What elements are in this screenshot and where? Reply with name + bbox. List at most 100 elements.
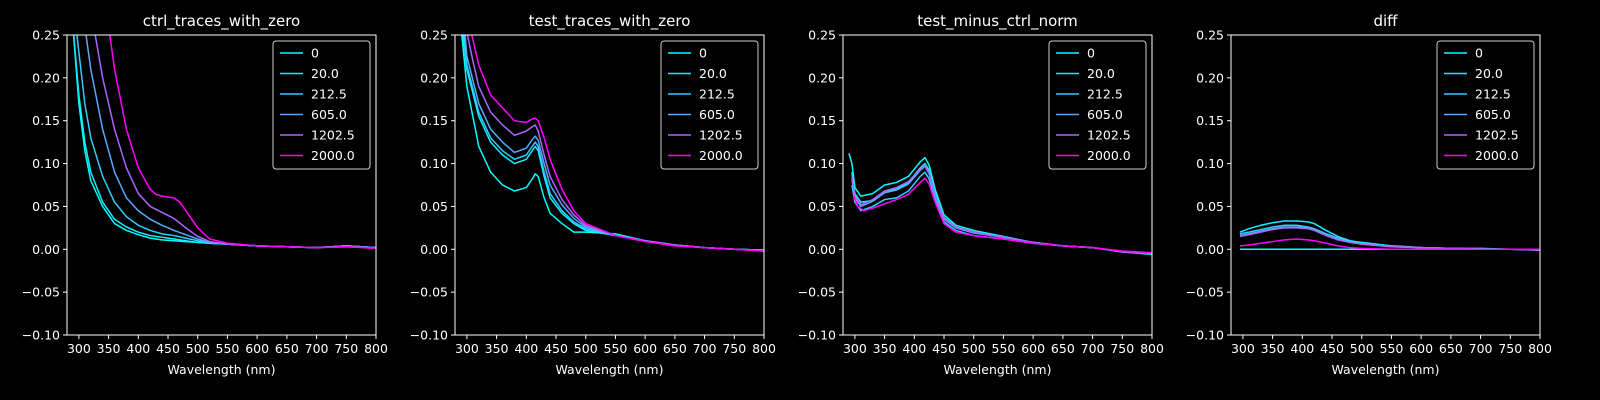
x-tick-label: 550 (216, 341, 240, 356)
legend-label-0: 0 (699, 46, 707, 61)
series-line-5 (853, 177, 1152, 254)
x-tick-label: 300 (843, 341, 867, 356)
y-tick-label: 0.10 (420, 156, 448, 171)
series-group (848, 153, 1152, 256)
chart-title: ctrl_traces_with_zero (143, 12, 300, 31)
legend-label-0: 0 (1087, 46, 1095, 61)
x-tick-label: 300 (67, 341, 91, 356)
legend-label-5: 2000.0 (699, 148, 743, 163)
legend-label-3: 605.0 (699, 107, 735, 122)
y-tick-label: −0.05 (1186, 285, 1224, 300)
x-tick-label: 450 (1320, 341, 1344, 356)
series-group (72, 35, 376, 250)
x-tick-label: 400 (126, 341, 150, 356)
y-tick-label: 0.05 (1196, 199, 1224, 214)
legend-label-5: 2000.0 (311, 148, 355, 163)
y-tick-label: 0.00 (1196, 242, 1224, 257)
x-axis-label: Wavelength (nm) (944, 362, 1052, 377)
legend-label-1: 20.0 (1087, 66, 1115, 81)
legend-label-1: 20.0 (1475, 66, 1503, 81)
legend-label-0: 0 (1475, 46, 1483, 61)
legend-label-5: 2000.0 (1087, 148, 1131, 163)
legend-label-1: 20.0 (699, 66, 727, 81)
axes-frame (66, 34, 377, 336)
legend-label-3: 605.0 (1087, 107, 1123, 122)
x-tick-label: 550 (604, 341, 628, 356)
x-tick-label: 300 (1231, 341, 1255, 356)
legend-label-4: 1202.5 (1475, 128, 1519, 143)
legend-label-4: 1202.5 (699, 128, 743, 143)
y-tick-label: 0.20 (1196, 70, 1224, 85)
y-tick-label: 0.15 (1196, 113, 1224, 128)
x-tick-label: 800 (752, 341, 776, 356)
series-line-4 (851, 164, 1152, 255)
x-tick-label: 700 (1081, 341, 1105, 356)
y-tick-label: −0.05 (798, 285, 836, 300)
x-tick-label: 450 (932, 341, 956, 356)
y-tick-label: −0.10 (410, 328, 448, 343)
y-tick-label: 0.00 (32, 242, 60, 257)
series-line-3 (851, 165, 1152, 255)
legend-label-2: 212.5 (311, 87, 347, 102)
legend: 0 20.0 212.5 605.0 1202.5 2000.0 (1436, 40, 1535, 170)
x-tick-label: 700 (305, 341, 329, 356)
x-tick-label: 600 (1021, 341, 1045, 356)
x-tick-label: 400 (514, 341, 538, 356)
legend-label-2: 212.5 (1475, 87, 1511, 102)
chart-panel-2: 300 350 400 450 500 550 600 650 700 750 800 −0.10 −0… (798, 12, 1164, 377)
x-axis-label: Wavelength (nm) (1332, 362, 1440, 377)
x-tick-label: 600 (1409, 341, 1433, 356)
series-line-5 (109, 35, 376, 250)
y-tick-label: 0.10 (1196, 156, 1224, 171)
legend: 0 20.0 212.5 605.0 1202.5 2000.0 (660, 40, 759, 170)
x-tick-label: 800 (1528, 341, 1552, 356)
x-tick-label: 650 (275, 341, 299, 356)
y-tick-label: 0.15 (32, 113, 60, 128)
y-tick-label: 0.10 (808, 156, 836, 171)
x-tick-label: 800 (1140, 341, 1164, 356)
axes-frame (1230, 34, 1541, 336)
legend-label-5: 2000.0 (1475, 148, 1519, 163)
legend-label-3: 605.0 (311, 107, 347, 122)
y-tick-label: 0.05 (32, 199, 60, 214)
chart-title: test_minus_ctrl_norm (917, 12, 1078, 31)
chart-title: diff (1373, 12, 1398, 30)
y-tick-label: 0.15 (808, 113, 836, 128)
series-line-4 (1239, 227, 1540, 251)
y-tick-label: 0.20 (420, 70, 448, 85)
y-tick-label: 0.00 (420, 242, 448, 257)
y-tick-label: −0.10 (798, 328, 836, 343)
y-tick-label: 0.25 (420, 28, 448, 43)
x-tick-label: 350 (485, 341, 509, 356)
x-tick-label: 650 (1439, 341, 1463, 356)
x-tick-label: 750 (334, 341, 358, 356)
y-tick-label: 0.10 (32, 156, 60, 171)
x-tick-label: 600 (633, 341, 657, 356)
y-tick-label: 0.20 (808, 70, 836, 85)
x-tick-label: 800 (364, 341, 388, 356)
x-tick-label: 650 (1051, 341, 1075, 356)
x-tick-label: 350 (97, 341, 121, 356)
legend-label-4: 1202.5 (311, 128, 355, 143)
x-axis-label: Wavelength (nm) (168, 362, 276, 377)
chart-panel-3: 300 350 400 450 500 550 600 650 700 750 800 −0.10 −0… (1186, 12, 1552, 377)
legend-label-4: 1202.5 (1087, 128, 1131, 143)
x-tick-label: 400 (902, 341, 926, 356)
y-tick-label: 0.05 (808, 199, 836, 214)
series-group (1239, 220, 1540, 251)
legend-label-2: 212.5 (699, 87, 735, 102)
axes-frame (842, 34, 1153, 336)
series-group (461, 35, 764, 252)
y-tick-label: 0.00 (808, 242, 836, 257)
y-tick-label: 0.25 (808, 28, 836, 43)
legend: 0 20.0 212.5 605.0 1202.5 2000.0 (1048, 40, 1147, 170)
series-line-1 (851, 162, 1152, 255)
chart-title: test_traces_with_zero (529, 12, 691, 31)
x-tick-label: 450 (156, 341, 180, 356)
y-tick-label: 0.25 (32, 28, 60, 43)
x-tick-label: 500 (1350, 341, 1374, 356)
legend-label-3: 605.0 (1475, 107, 1511, 122)
x-tick-label: 600 (245, 341, 269, 356)
x-tick-label: 550 (992, 341, 1016, 356)
